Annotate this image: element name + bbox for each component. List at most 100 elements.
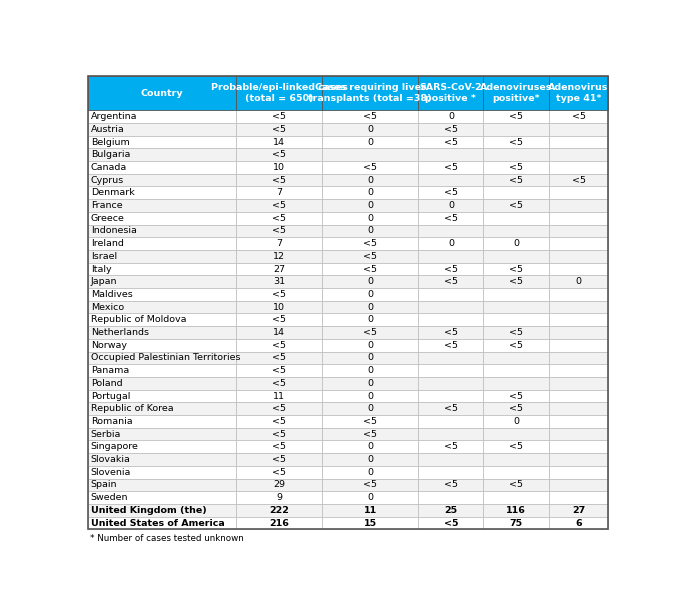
Bar bbox=[236, 237, 322, 250]
Text: 0: 0 bbox=[367, 176, 373, 184]
Text: 14: 14 bbox=[273, 328, 285, 337]
Text: United States of America: United States of America bbox=[91, 518, 225, 528]
Bar bbox=[236, 466, 322, 478]
Text: <5: <5 bbox=[572, 112, 585, 121]
Bar bbox=[236, 212, 322, 224]
Bar bbox=[483, 440, 549, 453]
Bar bbox=[418, 517, 483, 530]
Text: <5: <5 bbox=[509, 392, 523, 400]
Bar bbox=[549, 76, 608, 110]
Bar bbox=[418, 390, 483, 402]
Bar bbox=[88, 110, 236, 123]
Bar bbox=[418, 301, 483, 314]
Bar bbox=[322, 390, 418, 402]
Text: 11: 11 bbox=[273, 392, 285, 400]
Bar bbox=[322, 263, 418, 276]
Text: United Kingdom (the): United Kingdom (the) bbox=[91, 506, 206, 515]
Bar bbox=[418, 76, 483, 110]
Text: Denmark: Denmark bbox=[91, 188, 134, 197]
Bar bbox=[549, 186, 608, 199]
Bar bbox=[322, 136, 418, 148]
Bar bbox=[236, 250, 322, 263]
Text: <5: <5 bbox=[444, 213, 458, 223]
Text: <5: <5 bbox=[509, 163, 523, 172]
Text: 15: 15 bbox=[363, 518, 377, 528]
Text: <5: <5 bbox=[509, 138, 523, 146]
Text: 0: 0 bbox=[448, 112, 454, 121]
Text: <5: <5 bbox=[272, 112, 286, 121]
Bar bbox=[483, 466, 549, 478]
Bar bbox=[483, 402, 549, 415]
Text: 0: 0 bbox=[513, 239, 519, 248]
Bar bbox=[549, 212, 608, 224]
Bar bbox=[322, 440, 418, 453]
Bar bbox=[549, 504, 608, 517]
Bar bbox=[483, 76, 549, 110]
Bar bbox=[236, 352, 322, 364]
Text: Canada: Canada bbox=[91, 163, 127, 172]
Bar bbox=[322, 491, 418, 504]
Text: Cyprus: Cyprus bbox=[91, 176, 124, 184]
Text: 0: 0 bbox=[367, 201, 373, 210]
Text: 0: 0 bbox=[367, 290, 373, 299]
Text: <5: <5 bbox=[272, 125, 286, 134]
Bar bbox=[88, 250, 236, 263]
Text: 9: 9 bbox=[276, 493, 282, 502]
Bar bbox=[236, 186, 322, 199]
Bar bbox=[88, 161, 236, 174]
Bar bbox=[549, 301, 608, 314]
Bar bbox=[88, 339, 236, 352]
Bar bbox=[549, 110, 608, 123]
Text: <5: <5 bbox=[272, 417, 286, 426]
Text: <5: <5 bbox=[272, 213, 286, 223]
Text: <5: <5 bbox=[509, 404, 523, 413]
Text: Poland: Poland bbox=[91, 379, 122, 388]
Bar bbox=[483, 491, 549, 504]
Text: 0: 0 bbox=[367, 366, 373, 375]
Text: Adenovirus
type 41*: Adenovirus type 41* bbox=[549, 83, 608, 103]
Bar bbox=[483, 123, 549, 136]
Bar bbox=[236, 428, 322, 440]
Text: <5: <5 bbox=[443, 518, 458, 528]
Text: 0: 0 bbox=[367, 455, 373, 464]
Text: <5: <5 bbox=[363, 112, 377, 121]
Text: <5: <5 bbox=[444, 277, 458, 286]
Text: <5: <5 bbox=[363, 430, 377, 438]
Bar bbox=[418, 314, 483, 326]
Bar bbox=[236, 288, 322, 301]
Text: 0: 0 bbox=[448, 239, 454, 248]
Text: Cases requiring liver
transplants (total =38): Cases requiring liver transplants (total… bbox=[308, 83, 432, 103]
Text: <5: <5 bbox=[509, 277, 523, 286]
Bar bbox=[483, 199, 549, 212]
Bar bbox=[418, 352, 483, 364]
Bar bbox=[483, 415, 549, 428]
Bar bbox=[236, 161, 322, 174]
Bar bbox=[549, 263, 608, 276]
Bar bbox=[418, 440, 483, 453]
Text: <5: <5 bbox=[444, 341, 458, 350]
Bar bbox=[549, 148, 608, 161]
Bar bbox=[88, 415, 236, 428]
Bar bbox=[483, 212, 549, 224]
Bar bbox=[88, 390, 236, 402]
Bar bbox=[88, 314, 236, 326]
Bar bbox=[236, 504, 322, 517]
Bar bbox=[322, 123, 418, 136]
Bar bbox=[236, 314, 322, 326]
Text: 27: 27 bbox=[273, 264, 285, 274]
Text: <5: <5 bbox=[363, 480, 377, 490]
Bar bbox=[549, 136, 608, 148]
Bar bbox=[549, 415, 608, 428]
Text: Argentina: Argentina bbox=[91, 112, 137, 121]
Bar bbox=[483, 339, 549, 352]
Bar bbox=[483, 314, 549, 326]
Bar bbox=[236, 301, 322, 314]
Bar bbox=[549, 174, 608, 186]
Text: <5: <5 bbox=[509, 264, 523, 274]
Bar bbox=[88, 301, 236, 314]
Text: Panama: Panama bbox=[91, 366, 129, 375]
Text: Probable/epi-linked cases
(total = 650): Probable/epi-linked cases (total = 650) bbox=[210, 83, 348, 103]
Bar bbox=[88, 76, 236, 110]
Text: SARS-CoV-2
positive *: SARS-CoV-2 positive * bbox=[420, 83, 482, 103]
Bar bbox=[88, 174, 236, 186]
